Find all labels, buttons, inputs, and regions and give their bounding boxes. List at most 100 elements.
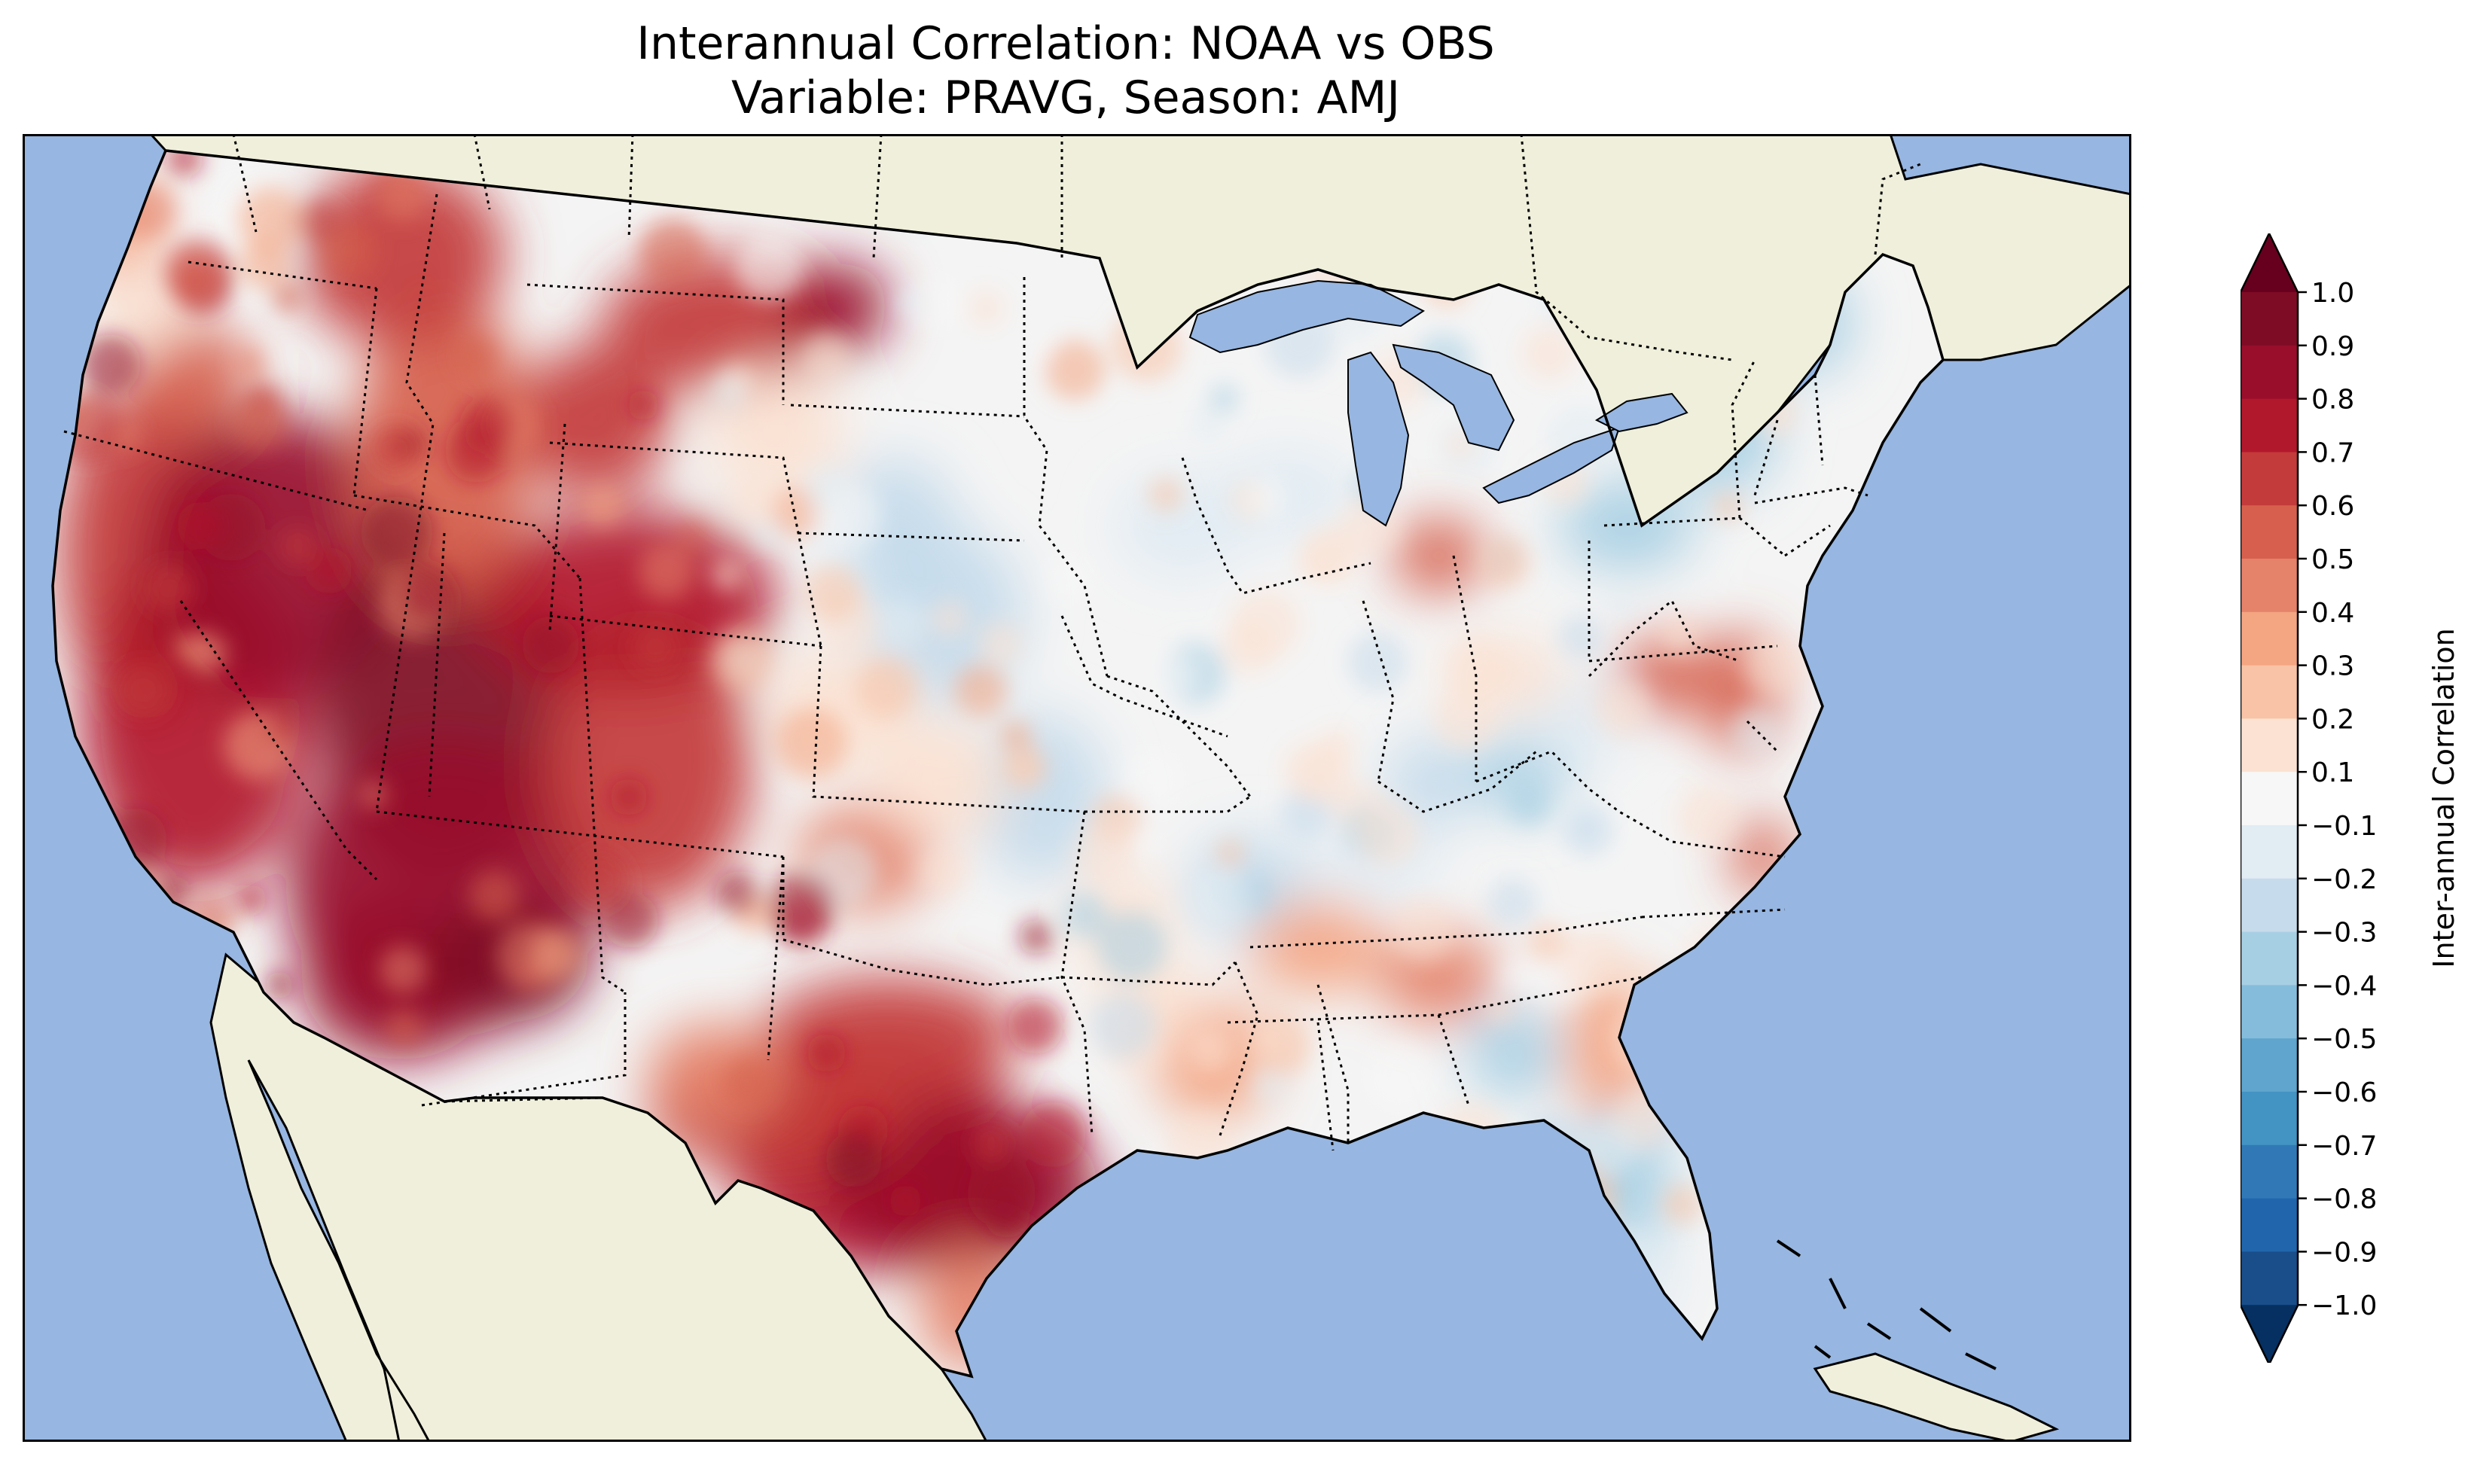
correlation-speck [1594,680,1651,736]
correlation-speck [1608,593,1637,622]
lake-michigan [1347,351,1410,527]
correlation-speck [967,289,1005,328]
correlation-speck [715,871,758,915]
colorbar-segment [2241,505,2298,559]
correlation-speck [1743,635,1806,697]
correlation-region [972,714,1107,879]
colorbar-tick-label: 0.5 [2311,544,2354,575]
colorbar-label: Inter-annual Correlation [2427,628,2460,967]
correlation-speck [630,622,681,672]
correlation-speck [1521,324,1578,382]
correlation-speck [1558,614,1604,660]
correlation-speck [235,348,265,378]
correlation-speck [177,502,224,549]
correlation-speck [1215,839,1246,870]
correlation-speck [1018,919,1054,955]
lake-superior [1188,279,1425,354]
colorbar-tick-label: 0.9 [2311,331,2354,362]
colorbar-segment [2241,345,2298,400]
correlation-speck [734,232,804,301]
correlation-speck [804,565,862,623]
correlation-speck [710,373,748,411]
correlation-speck [1447,637,1510,700]
correlation-speck [638,544,694,600]
correlation-speck [1252,1067,1291,1106]
correlation-speck [801,331,853,382]
correlation-speck [79,334,141,395]
correlation-speck [602,892,659,949]
correlation-speck [807,1033,847,1073]
usa-coastline [51,149,1945,1379]
colorbar-tick-label: −1.0 [2311,1291,2377,1321]
correlation-speck [361,495,433,568]
colorbar-segment [2241,398,2298,453]
correlation-speck [454,335,496,377]
colorbar-extend-max [2241,233,2298,292]
correlation-speck [279,527,317,565]
correlation-speck [1527,922,1568,964]
colorbar-outline [2241,233,2299,1363]
correlation-speck [115,662,172,718]
correlation-speck [580,483,625,528]
correlation-speck [967,1159,1036,1228]
correlation-speck [273,283,302,312]
correlation-speck [1210,384,1239,413]
lake-erie [1482,426,1621,504]
correlation-speck [143,562,195,614]
correlation-speck [163,238,233,308]
colorbar-segment [2241,1198,2298,1252]
colorbar-tick-label: −0.3 [2311,918,2377,949]
correlation-region [1115,473,1250,578]
cuba-land [1813,1352,2060,1442]
correlation-speck [1580,1117,1639,1176]
great-lakes [1188,279,1688,527]
correlation-region [294,164,505,345]
colorbar-segment [2241,1038,2298,1092]
correlation-speck [1122,749,1181,808]
correlation-speck [1282,740,1341,800]
colorbar-tick-label: 0.3 [2311,651,2354,682]
correlation-speck [1366,1044,1432,1110]
correlation-speck [1300,524,1362,586]
colorbar-tick-label: 0.4 [2311,598,2354,629]
colorbar-tick-label: 1.0 [2311,278,2354,309]
correlation-speck [1150,654,1196,699]
correlation-speck [977,620,1023,666]
colorbar-segment [2241,452,2298,506]
correlation-speck [1563,806,1610,854]
colorbar-segment [2241,718,2298,772]
colorbar-tick-label: 0.8 [2311,385,2354,416]
correlation-speck [1149,477,1183,512]
correlation-speck [1187,865,1252,931]
correlation-speck [385,1008,423,1047]
correlation-speck [708,627,773,692]
correlation-speck [1676,785,1738,848]
correlation-speck [298,198,343,243]
colorbar-segment [2241,292,2298,346]
correlation-speck [530,928,584,980]
correlation-speck [261,719,290,747]
correlation-speck [572,852,629,908]
correlation-speck [166,151,203,178]
colorbar-segment [2241,665,2298,719]
correlation-speck [803,465,850,512]
map-title-line2: Variable: PRAVG, Season: AMJ [731,72,1401,124]
colorbar-tick-label: −0.8 [2311,1184,2377,1215]
correlation-speck [1486,995,1514,1023]
correlation-speck [522,616,580,674]
colorbar-segment [2241,825,2298,879]
correlation-region [783,262,889,352]
correlation-speck [776,708,847,779]
correlation-speck [1190,407,1224,440]
correlation-speck [1045,340,1105,401]
colorbar-segment [2241,772,2298,826]
correlation-speck [306,547,352,594]
correlation-speck [237,187,303,252]
state-boundaries [63,193,1868,1151]
correlation-speck [1188,1028,1234,1073]
correlation-speck [1561,930,1627,996]
correlation-speck [398,564,458,623]
colorbar-segment [2241,1144,2298,1199]
correlation-speck [1478,536,1530,588]
colorbar-tick-label: −0.1 [2311,811,2377,842]
